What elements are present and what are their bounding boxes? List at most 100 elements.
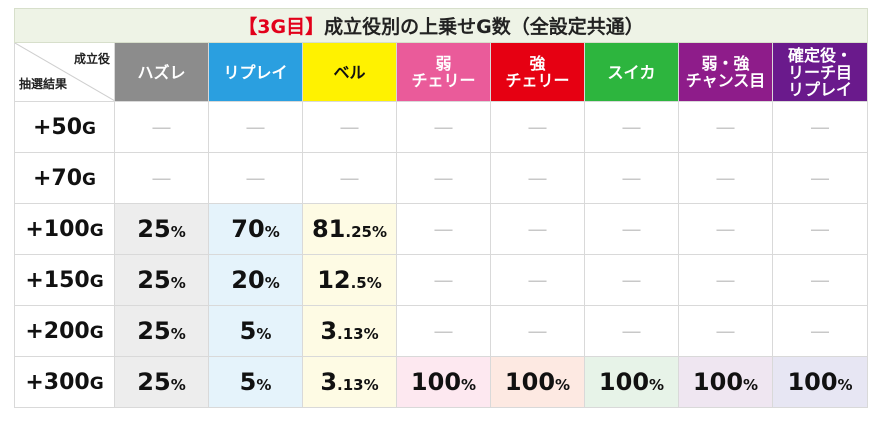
empty-cell: — <box>771 101 869 153</box>
table-row: +300G 25% 5% 3.13% 100% 100% 100% 100% 100% <box>14 356 869 408</box>
column-header-label: ハズレ <box>137 62 186 82</box>
row-label: +150G <box>14 254 115 306</box>
value-unit: % <box>256 325 272 343</box>
empty-cell: — <box>678 254 773 306</box>
empty-cell: — <box>584 101 679 153</box>
row-label-unit: G <box>89 220 104 241</box>
empty-cell: — <box>678 152 773 204</box>
value-unit: % <box>264 274 280 292</box>
column-header: 確定役・ リーチ目 リプレイ <box>771 42 869 102</box>
column-header-label: リーチ目 <box>788 62 853 82</box>
value-integer: 100 <box>504 368 556 396</box>
probability-cell: 100% <box>584 356 679 408</box>
column-header-label: 弱 <box>435 54 452 73</box>
probability-cell: 25% <box>114 356 209 408</box>
table-body: +50G — — — — — — — — +70G — — — — — — — — +100G 25% 70% 81.25… <box>14 101 869 408</box>
empty-cell: — <box>490 101 585 153</box>
probability-cell: 20% <box>208 254 303 306</box>
empty-cell: — <box>208 152 303 204</box>
value-unit: % <box>170 376 186 394</box>
row-label-unit: G <box>89 322 104 343</box>
empty-cell: — <box>302 152 397 204</box>
value-unit: % <box>170 325 186 343</box>
value-decimal: .13 <box>337 325 364 343</box>
title-bracket: 【3G目】 <box>238 16 325 38</box>
table-row: +70G — — — — — — — — <box>14 152 869 204</box>
value-integer: 100 <box>410 368 462 396</box>
corner-bottom-label: 抽選結果 <box>19 77 68 91</box>
empty-cell: — <box>771 305 869 357</box>
value-integer: 100 <box>598 368 650 396</box>
value-integer: 100 <box>787 368 838 396</box>
payout-table: 【3G目】成立役別の上乗せG数（全設定共通） 成立役 抽選結果 ハズレ リプレイベ… <box>13 8 869 408</box>
row-label: +70G <box>14 152 115 204</box>
row-label-unit: G <box>82 118 97 139</box>
row-label-number: +70 <box>32 165 83 191</box>
value-decimal: .13 <box>337 376 364 394</box>
column-header-label: リプレイ <box>788 79 853 99</box>
empty-cell: — <box>584 254 679 306</box>
empty-cell: — <box>678 101 773 153</box>
probability-cell: 3.13% <box>302 356 397 408</box>
table-wrapper: 【3G目】成立役別の上乗せG数（全設定共通） 成立役 抽選結果 ハズレ リプレイベ… <box>13 8 869 408</box>
probability-cell: 25% <box>114 305 209 357</box>
value-integer: 25 <box>137 368 171 396</box>
value-unit: % <box>649 376 665 394</box>
column-header-label: リプレイ <box>223 62 288 82</box>
row-label-number: +100 <box>25 216 90 242</box>
column-header: 強チェリー <box>490 42 585 102</box>
probability-cell: 3.13% <box>302 305 397 357</box>
column-header-label: チャンス目 <box>685 71 766 90</box>
empty-cell: — <box>771 254 869 306</box>
column-header: リプレイ <box>208 42 303 102</box>
column-header-label: チェリー <box>505 71 570 90</box>
corner-diagonal <box>15 43 115 101</box>
header-row: 成立役 抽選結果 ハズレ リプレイ ベル弱チェリー強チェリー スイカ 弱・強 チャンス目確… <box>14 42 869 102</box>
column-header: ハズレ <box>114 42 209 102</box>
row-label: +200G <box>14 305 115 357</box>
column-header-label: スイカ <box>607 62 656 82</box>
column-header-label: ベル <box>333 62 366 82</box>
value-unit: % <box>264 223 280 241</box>
probability-cell: 70% <box>208 203 303 255</box>
title-text: 成立役別の上乗せG数（全設定共通） <box>324 16 644 38</box>
empty-cell: — <box>396 152 491 204</box>
column-header-label: 確定役・ <box>788 45 853 65</box>
empty-cell: — <box>114 101 209 153</box>
corner-cell: 成立役 抽選結果 <box>14 42 115 102</box>
value-unit: % <box>837 376 853 394</box>
empty-cell: — <box>490 305 585 357</box>
value-integer: 70 <box>231 215 265 243</box>
empty-cell: — <box>396 101 491 153</box>
value-unit: % <box>743 376 759 394</box>
empty-cell: — <box>396 254 491 306</box>
corner-top-label: 成立役 <box>73 52 110 66</box>
value-unit: % <box>366 274 382 292</box>
probability-cell: 100% <box>490 356 585 408</box>
row-label-number: +50 <box>32 114 83 140</box>
empty-cell: — <box>396 203 491 255</box>
column-header: ベル <box>302 42 397 102</box>
row-label: +300G <box>14 356 115 408</box>
empty-cell: — <box>396 305 491 357</box>
empty-cell: — <box>114 152 209 204</box>
value-unit: % <box>555 376 571 394</box>
probability-cell: 5% <box>208 305 303 357</box>
row-label-unit: G <box>82 169 97 190</box>
value-unit: % <box>363 376 379 394</box>
probability-cell: 25% <box>114 203 209 255</box>
empty-cell: — <box>490 254 585 306</box>
empty-cell: — <box>771 152 869 204</box>
empty-cell: — <box>678 305 773 357</box>
empty-cell: — <box>771 203 869 255</box>
probability-cell: 100% <box>771 356 869 408</box>
empty-cell: — <box>584 305 679 357</box>
row-label-number: +300 <box>25 369 90 395</box>
row-label-unit: G <box>89 373 104 394</box>
value-integer: 12 <box>317 266 351 294</box>
value-integer: 5 <box>239 317 257 345</box>
value-integer: 25 <box>137 215 171 243</box>
probability-cell: 100% <box>678 356 773 408</box>
probability-cell: 25% <box>114 254 209 306</box>
row-label-number: +200 <box>25 318 90 344</box>
